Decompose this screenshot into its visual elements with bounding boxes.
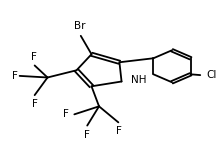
Text: F: F — [84, 130, 90, 140]
Text: NH: NH — [131, 75, 147, 85]
Text: F: F — [63, 109, 69, 119]
Text: Cl: Cl — [206, 70, 217, 80]
Text: Br: Br — [74, 21, 85, 31]
Text: F: F — [32, 99, 38, 109]
Text: F: F — [31, 52, 37, 62]
Text: F: F — [12, 71, 17, 81]
Text: F: F — [116, 126, 122, 136]
